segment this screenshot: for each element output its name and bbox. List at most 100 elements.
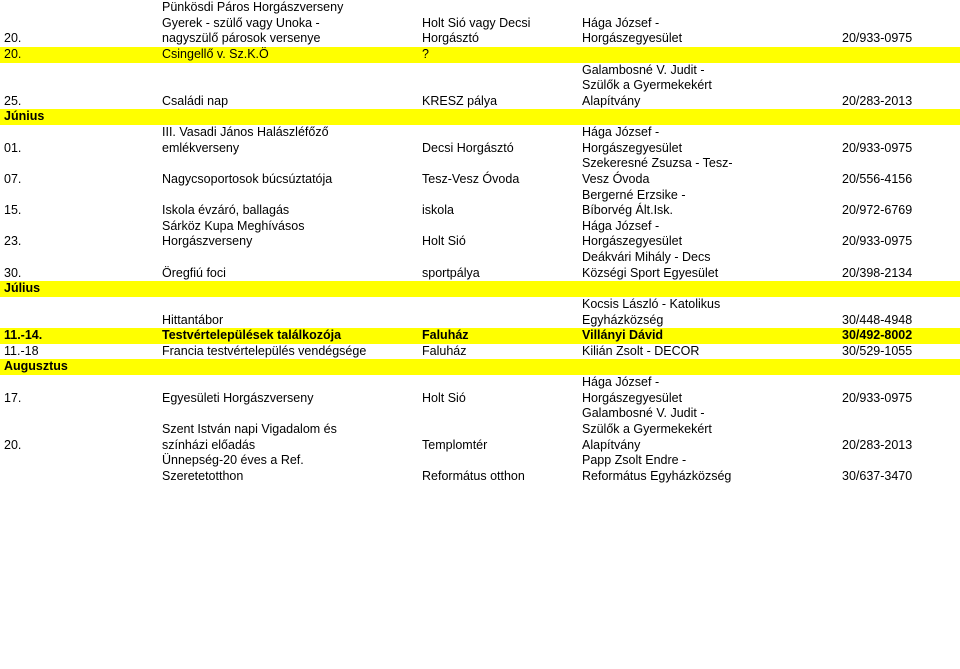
cell-c2 (418, 313, 578, 329)
cell-c4 (838, 422, 960, 438)
cell-c2 (418, 281, 578, 297)
cell-c2: Faluház (418, 328, 578, 344)
table-row: 01.emlékversenyDecsi HorgásztóHorgászegy… (0, 141, 960, 157)
cell-c1: Testvértelepülések találkozója (158, 328, 418, 344)
cell-c3 (578, 359, 838, 375)
cell-c0 (0, 469, 158, 485)
cell-c3: Bergerné Erzsike - (578, 188, 838, 204)
cell-c1: Családi nap (158, 94, 418, 110)
table-row: Kocsis László - Katolikus (0, 297, 960, 313)
cell-c3: Alapítvány (578, 438, 838, 454)
cell-c3: Szülők a Gyermekekért (578, 422, 838, 438)
cell-c1: Horgászverseny (158, 234, 418, 250)
cell-c1 (158, 63, 418, 79)
table-row: Gyerek - szülő vagy Unoka -Holt Sió vagy… (0, 16, 960, 32)
cell-c4: 30/637-3470 (838, 469, 960, 485)
table-row: Hága József - (0, 375, 960, 391)
cell-c0 (0, 78, 158, 94)
table-row: 20.nagyszülő párosok versenyeHorgásztóHo… (0, 31, 960, 47)
table-row: HittantáborEgyházközség30/448-4948 (0, 313, 960, 329)
cell-c1: Öregfiú foci (158, 266, 418, 282)
table-row: Szülők a Gyermekekért (0, 78, 960, 94)
cell-c2 (418, 0, 578, 16)
cell-c4 (838, 125, 960, 141)
cell-c4: 20/283-2013 (838, 94, 960, 110)
cell-c4: 20/933-0975 (838, 391, 960, 407)
cell-c4 (838, 406, 960, 422)
cell-c1 (158, 78, 418, 94)
cell-c4 (838, 0, 960, 16)
cell-c1: nagyszülő párosok versenye (158, 31, 418, 47)
cell-c0 (0, 453, 158, 469)
cell-c1: Nagycsoportosok búcsúztatója (158, 172, 418, 188)
cell-c2: Faluház (418, 344, 578, 360)
cell-c2 (418, 109, 578, 125)
cell-c0: 23. (0, 234, 158, 250)
cell-c3: Vesz Óvoda (578, 172, 838, 188)
cell-c0: 11.-18 (0, 344, 158, 360)
cell-c0 (0, 297, 158, 313)
cell-c4: 20/398-2134 (838, 266, 960, 282)
cell-c4 (838, 188, 960, 204)
table-row: Pünkösdi Páros Horgászverseny (0, 0, 960, 16)
cell-c4 (838, 297, 960, 313)
cell-c2 (418, 125, 578, 141)
cell-c3: Hága József - (578, 125, 838, 141)
cell-c2 (418, 453, 578, 469)
cell-c0: 25. (0, 94, 158, 110)
cell-c4: 30/529-1055 (838, 344, 960, 360)
table-row: Sárköz Kupa MeghívásosHága József - (0, 219, 960, 235)
cell-c0 (0, 406, 158, 422)
cell-c1 (158, 281, 418, 297)
table-row: 17.Egyesületi HorgászversenyHolt SióHorg… (0, 391, 960, 407)
cell-c3 (578, 47, 838, 63)
cell-c4 (838, 281, 960, 297)
cell-c2 (418, 219, 578, 235)
cell-c1: emlékverseny (158, 141, 418, 157)
cell-c3: Deákvári Mihály - Decs (578, 250, 838, 266)
cell-c1: Gyerek - szülő vagy Unoka - (158, 16, 418, 32)
cell-c0: Augusztus (0, 359, 158, 375)
cell-c0: 20. (0, 31, 158, 47)
cell-c3: Alapítvány (578, 94, 838, 110)
table-row: Július (0, 281, 960, 297)
cell-c3: Horgászegyesület (578, 391, 838, 407)
cell-c1: Csingellő v. Sz.K.Ö (158, 47, 418, 63)
table-row: 11.-18Francia testvértelepülés vendégség… (0, 344, 960, 360)
cell-c3: Hága József - (578, 375, 838, 391)
cell-c3: Horgászegyesület (578, 234, 838, 250)
table-row: Szent István napi Vigadalom ésSzülők a G… (0, 422, 960, 438)
cell-c0: Június (0, 109, 158, 125)
cell-c2: Holt Sió vagy Decsi (418, 16, 578, 32)
cell-c3 (578, 281, 838, 297)
cell-c2 (418, 156, 578, 172)
cell-c4 (838, 16, 960, 32)
table-row: Augusztus (0, 359, 960, 375)
table-row: 11.-14.Testvértelepülések találkozójaFal… (0, 328, 960, 344)
cell-c1 (158, 359, 418, 375)
cell-c0 (0, 313, 158, 329)
cell-c2 (418, 422, 578, 438)
cell-c2 (418, 375, 578, 391)
cell-c1: Ünnepség-20 éves a Ref. (158, 453, 418, 469)
cell-c2 (418, 359, 578, 375)
cell-c4: 20/972-6769 (838, 203, 960, 219)
cell-c0 (0, 16, 158, 32)
cell-c0 (0, 219, 158, 235)
table-row: III. Vasadi János Halászléfőző Hága Józse… (0, 125, 960, 141)
cell-c4 (838, 359, 960, 375)
cell-c2: Református otthon (418, 469, 578, 485)
cell-c1: Francia testvértelepülés vendégsége (158, 344, 418, 360)
table-row: Szekeresné Zsuzsa - Tesz- (0, 156, 960, 172)
cell-c4 (838, 47, 960, 63)
cell-c2 (418, 250, 578, 266)
cell-c3: Szülők a Gyermekekért (578, 78, 838, 94)
cell-c1: Egyesületi Horgászverseny (158, 391, 418, 407)
cell-c1 (158, 250, 418, 266)
cell-c4 (838, 156, 960, 172)
cell-c3: Kocsis László - Katolikus (578, 297, 838, 313)
cell-c2: Holt Sió (418, 391, 578, 407)
cell-c1: III. Vasadi János Halászléfőző (158, 125, 418, 141)
table-row: 20.színházi előadásTemplomtérAlapítvány2… (0, 438, 960, 454)
table-row: Galambosné V. Judit - (0, 406, 960, 422)
